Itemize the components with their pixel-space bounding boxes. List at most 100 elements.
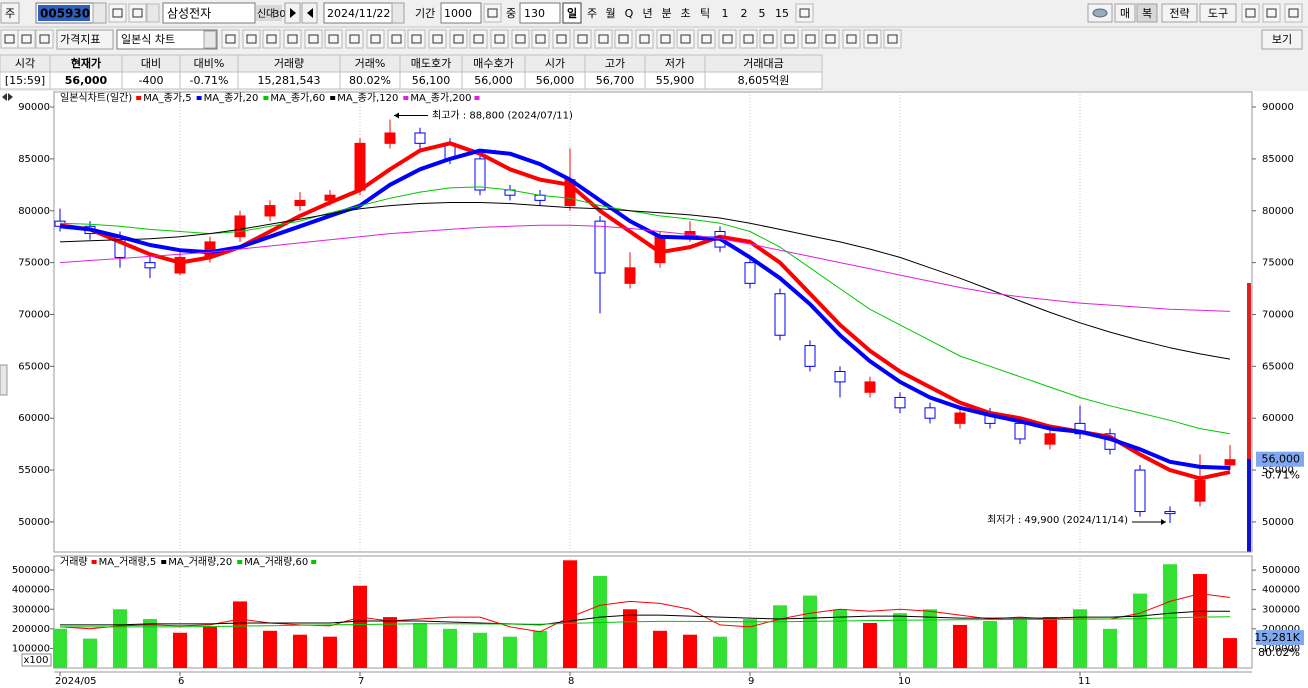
icon-glyph xyxy=(867,34,878,44)
menu-label[interactable]: 전략 xyxy=(1169,7,1189,20)
interval-label[interactable]: Q xyxy=(625,7,634,20)
period-input[interactable] xyxy=(440,2,482,24)
side-handle[interactable] xyxy=(0,364,8,396)
menu-button[interactable] xyxy=(1136,3,1158,23)
tool-button[interactable] xyxy=(676,29,695,49)
tool-button[interactable] xyxy=(863,29,882,49)
icon-button[interactable] xyxy=(35,29,54,49)
menu-button[interactable] xyxy=(1199,3,1237,23)
chart-style-label[interactable]: 일본식 차트 xyxy=(121,32,175,46)
tool-button[interactable] xyxy=(594,29,613,49)
indicator-button[interactable] xyxy=(56,29,114,50)
chart-style-select[interactable] xyxy=(116,29,218,50)
tool-button[interactable] xyxy=(428,29,447,49)
count-input[interactable] xyxy=(519,2,561,24)
candle-body xyxy=(1194,479,1206,502)
y-tick-label-right: 80000 xyxy=(1262,206,1294,217)
icon-glyph xyxy=(639,34,650,44)
menu-label[interactable]: 매 xyxy=(1120,7,1130,20)
tool-button[interactable] xyxy=(614,29,633,49)
icon-button[interactable] xyxy=(795,3,814,23)
volume-bar xyxy=(743,619,757,668)
tool-button[interactable] xyxy=(552,29,571,49)
interval-label[interactable]: 2 xyxy=(741,7,748,20)
tool-button[interactable] xyxy=(407,29,426,49)
legend-label: MA_거래량,20 xyxy=(168,556,232,568)
icon-button[interactable] xyxy=(483,3,502,23)
interval-label[interactable]: 1 xyxy=(722,7,729,20)
interval-label[interactable]: 년 xyxy=(642,7,652,20)
icon-button[interactable] xyxy=(1262,3,1281,23)
tool-button[interactable] xyxy=(366,29,385,49)
menu-label[interactable]: 도구 xyxy=(1208,7,1228,20)
y-tick-label: 300000 xyxy=(12,604,50,615)
menu-button[interactable] xyxy=(1114,3,1136,23)
interval-label[interactable]: 월 xyxy=(605,7,615,20)
interval-label[interactable]: 분 xyxy=(661,7,671,20)
market-button[interactable] xyxy=(0,2,20,24)
dropdown[interactable] xyxy=(92,2,107,24)
tool-button[interactable] xyxy=(697,29,716,49)
tool-button[interactable] xyxy=(449,29,468,49)
tool-button[interactable] xyxy=(283,29,302,49)
tool-button[interactable] xyxy=(801,29,820,49)
icon-button[interactable] xyxy=(128,3,147,23)
tool-button[interactable] xyxy=(635,29,654,49)
tool-button[interactable] xyxy=(221,29,240,49)
legend-label: MA_거래량,5 xyxy=(99,556,157,568)
indicator-label[interactable]: 가격지표 xyxy=(60,33,100,46)
tool-button[interactable] xyxy=(759,29,778,49)
tool-button[interactable] xyxy=(531,29,550,49)
tool-button[interactable] xyxy=(490,29,509,49)
flag-box xyxy=(256,5,282,21)
tool-button[interactable] xyxy=(469,29,488,49)
view-label[interactable]: 보기 xyxy=(1272,33,1292,46)
interval-label[interactable]: 15 xyxy=(775,7,789,20)
tool-button[interactable] xyxy=(821,29,840,49)
tool-button[interactable] xyxy=(842,29,861,49)
interval-button-active[interactable] xyxy=(562,2,582,24)
tool-button[interactable] xyxy=(573,29,592,49)
menu-label[interactable]: 복 xyxy=(1142,7,1152,20)
unit-box xyxy=(21,653,52,667)
candle-body xyxy=(1224,459,1236,466)
view-button[interactable] xyxy=(1261,29,1303,50)
tool-button[interactable] xyxy=(718,29,737,49)
tool-button[interactable] xyxy=(304,29,323,49)
icon-button[interactable] xyxy=(1284,3,1303,23)
name-input[interactable] xyxy=(162,2,256,24)
interval-label[interactable]: 틱 xyxy=(700,7,710,20)
icon-button[interactable] xyxy=(0,29,19,49)
tool-button[interactable] xyxy=(780,29,799,49)
date-text: 2024/11/22 xyxy=(327,7,390,20)
candle-body xyxy=(774,293,786,336)
menu-button[interactable] xyxy=(1161,3,1198,23)
icon-glyph xyxy=(799,8,810,18)
tool-button[interactable] xyxy=(511,29,530,49)
y-tick-label: 75000 xyxy=(18,258,50,269)
volume-bar xyxy=(653,630,667,668)
icon-button[interactable] xyxy=(1241,3,1260,23)
icon-glyph xyxy=(370,34,381,44)
dropdown[interactable] xyxy=(146,3,160,23)
tool-button[interactable] xyxy=(242,29,261,49)
dropdown[interactable] xyxy=(391,2,405,24)
interval-label[interactable]: 주 xyxy=(587,7,597,20)
tool-button[interactable] xyxy=(883,29,902,49)
icon-button[interactable] xyxy=(17,29,36,49)
tool-button[interactable] xyxy=(387,29,406,49)
volume-bar xyxy=(833,609,847,668)
interval-label[interactable]: 초 xyxy=(680,7,690,20)
interval-label[interactable]: 일 xyxy=(567,6,577,20)
dropdown[interactable] xyxy=(203,30,217,49)
interval-label[interactable]: 5 xyxy=(759,7,766,20)
icon-glyph xyxy=(763,34,774,44)
tool-button[interactable] xyxy=(262,29,281,49)
tool-button[interactable] xyxy=(656,29,675,49)
volume-bar xyxy=(923,609,937,668)
tool-button[interactable] xyxy=(739,29,758,49)
tool-button[interactable] xyxy=(345,29,364,49)
tool-button[interactable] xyxy=(324,29,343,49)
legend-swatch xyxy=(196,96,202,100)
icon-button[interactable] xyxy=(108,3,127,23)
